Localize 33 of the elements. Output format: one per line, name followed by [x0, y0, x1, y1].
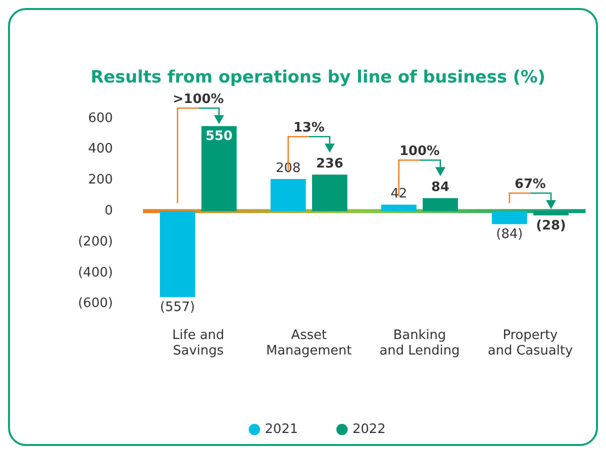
y-tick-label: (400): [78, 265, 113, 280]
y-tick-label: 600: [88, 110, 113, 126]
bar: [160, 211, 196, 298]
chart-title: Results from operations by line of business (%): [90, 68, 546, 88]
y-tick-label: (600): [78, 296, 113, 312]
data-label: 236: [316, 156, 344, 172]
data-label: 550: [205, 129, 233, 144]
annotation: 13%: [293, 120, 324, 136]
text: >100%: [172, 92, 224, 108]
y-tick-label: 400: [88, 142, 113, 157]
bar: [270, 178, 306, 212]
bar: [492, 211, 528, 224]
y-tick-label: 200: [88, 172, 113, 188]
x-tick-label: Asset Management: [266, 328, 352, 359]
x-tick-label: Life and Savings: [172, 328, 224, 359]
legend-label: 2021: [264, 422, 298, 437]
data-label: (28): [536, 218, 566, 234]
x-tick-label: Banking and Lending: [379, 328, 460, 359]
data-label: (557): [160, 300, 196, 316]
data-label: 42: [390, 186, 408, 202]
y-tick-label: (200): [78, 234, 113, 250]
bar: [533, 211, 569, 216]
annotation: 67%: [514, 177, 546, 192]
data-label: 208: [276, 160, 301, 176]
y-tick-label: 0: [104, 203, 113, 218]
data-label: 84: [431, 180, 450, 195]
bar: [381, 204, 416, 212]
data-label: (84): [496, 226, 523, 242]
bar: [312, 174, 348, 212]
annotation: 100%: [400, 144, 440, 160]
bar: [422, 198, 458, 212]
x-tick-label: Property and Casualty: [488, 328, 574, 359]
legend-label: 2022: [352, 422, 386, 437]
